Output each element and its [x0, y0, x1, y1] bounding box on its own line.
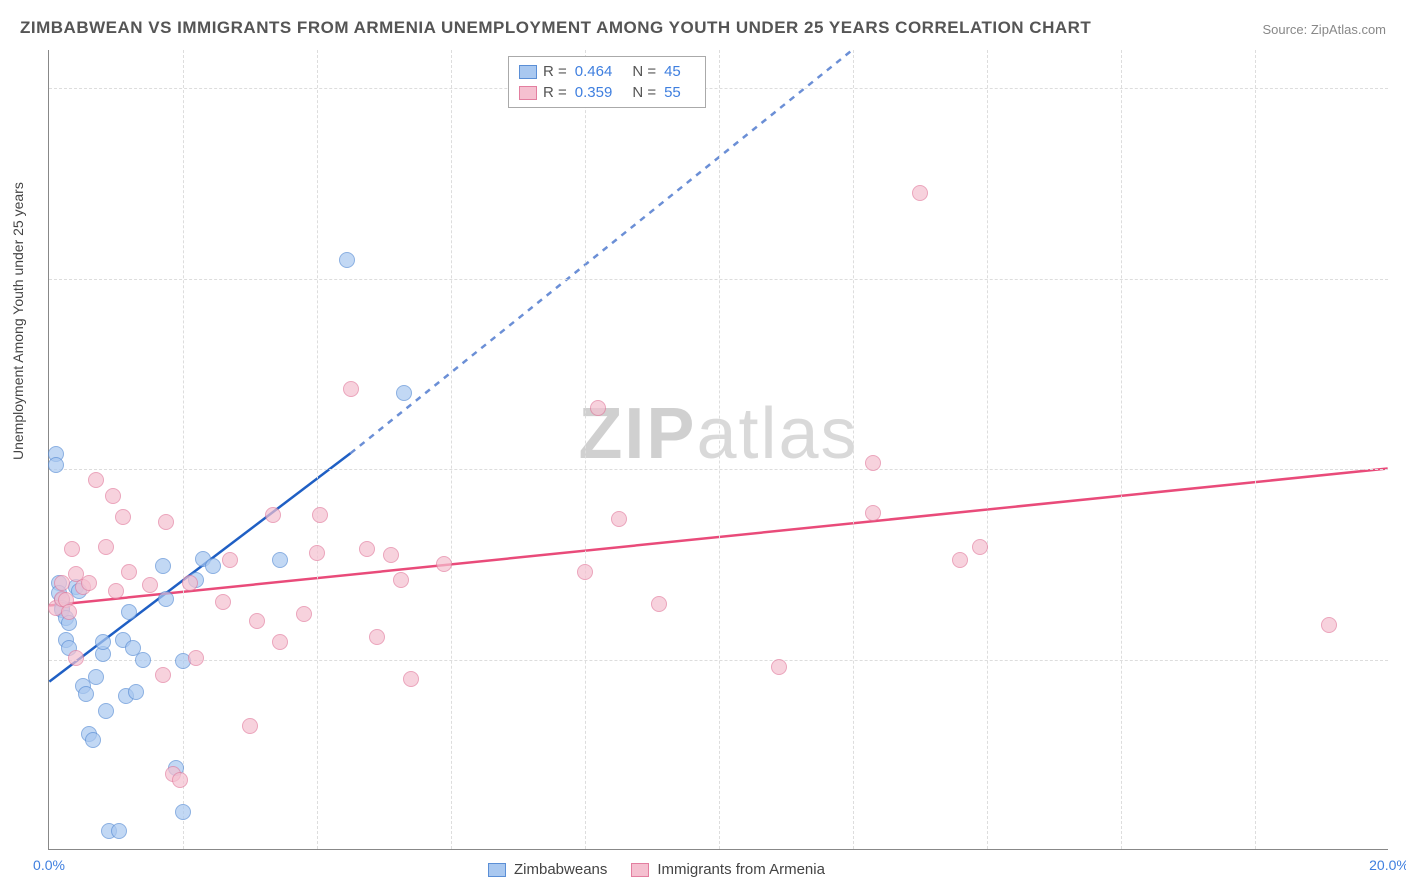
legend-label: Zimbabweans	[514, 861, 607, 878]
data-point	[242, 718, 258, 734]
correlation-legend: R = 0.464 N = 45 R = 0.359 N = 55	[508, 56, 706, 108]
data-point	[215, 594, 231, 610]
data-point	[222, 552, 238, 568]
legend-swatch	[631, 863, 649, 877]
data-point	[611, 511, 627, 527]
gridline-v	[183, 50, 184, 849]
x-tick-label: 0.0%	[33, 857, 65, 873]
data-point	[95, 634, 111, 650]
data-point	[115, 509, 131, 525]
data-point	[105, 488, 121, 504]
data-point	[61, 604, 77, 620]
gridline-v	[1255, 50, 1256, 849]
data-point	[121, 564, 137, 580]
legend-item: Immigrants from Armenia	[631, 861, 825, 878]
r-value: 0.464	[575, 63, 613, 80]
data-point	[205, 558, 221, 574]
data-point	[182, 575, 198, 591]
data-point	[175, 804, 191, 820]
data-point	[78, 686, 94, 702]
data-point	[972, 539, 988, 555]
legend-row: R = 0.464 N = 45	[519, 61, 695, 82]
data-point	[403, 671, 419, 687]
legend-swatch	[519, 65, 537, 79]
gridline-v	[317, 50, 318, 849]
data-point	[98, 703, 114, 719]
gridline-v	[987, 50, 988, 849]
data-point	[393, 572, 409, 588]
data-point	[88, 472, 104, 488]
data-point	[158, 514, 174, 530]
x-tick-label: 20.0%	[1369, 857, 1406, 873]
data-point	[396, 385, 412, 401]
data-point	[1321, 617, 1337, 633]
data-point	[865, 455, 881, 471]
data-point	[952, 552, 968, 568]
legend-item: Zimbabweans	[488, 861, 607, 878]
gridline-v	[719, 50, 720, 849]
legend-label: Immigrants from Armenia	[657, 861, 825, 878]
data-point	[343, 381, 359, 397]
data-point	[265, 507, 281, 523]
data-point	[249, 613, 265, 629]
data-point	[436, 556, 452, 572]
gridline-v	[451, 50, 452, 849]
n-label: N =	[632, 84, 656, 101]
data-point	[172, 772, 188, 788]
data-point	[383, 547, 399, 563]
series-legend: Zimbabweans Immigrants from Armenia	[488, 861, 825, 878]
data-point	[135, 652, 151, 668]
data-point	[48, 457, 64, 473]
n-value: 55	[664, 84, 681, 101]
chart-title: ZIMBABWEAN VS IMMIGRANTS FROM ARMENIA UN…	[20, 18, 1091, 38]
legend-swatch	[488, 863, 506, 877]
data-point	[68, 650, 84, 666]
data-point	[108, 583, 124, 599]
data-point	[64, 541, 80, 557]
r-value: 0.359	[575, 84, 613, 101]
legend-swatch	[519, 86, 537, 100]
data-point	[142, 577, 158, 593]
data-point	[81, 575, 97, 591]
data-point	[577, 564, 593, 580]
data-point	[296, 606, 312, 622]
data-point	[272, 552, 288, 568]
data-point	[155, 667, 171, 683]
data-point	[339, 252, 355, 268]
data-point	[771, 659, 787, 675]
gridline-v	[1121, 50, 1122, 849]
data-point	[272, 634, 288, 650]
data-point	[359, 541, 375, 557]
data-point	[651, 596, 667, 612]
gridline-v	[585, 50, 586, 849]
chart-area: ZIPatlas 10.0%20.0%30.0%40.0%0.0%20.0% R…	[48, 50, 1388, 850]
source-label: Source: ZipAtlas.com	[1262, 22, 1386, 37]
data-point	[188, 650, 204, 666]
r-label: R =	[543, 63, 567, 80]
data-point	[912, 185, 928, 201]
plot-region: ZIPatlas 10.0%20.0%30.0%40.0%0.0%20.0%	[48, 50, 1388, 850]
data-point	[309, 545, 325, 561]
n-label: N =	[632, 63, 656, 80]
data-point	[98, 539, 114, 555]
data-point	[369, 629, 385, 645]
gridline-v	[853, 50, 854, 849]
y-axis-label: Unemployment Among Youth under 25 years	[10, 182, 26, 460]
data-point	[158, 591, 174, 607]
data-point	[88, 669, 104, 685]
data-point	[312, 507, 328, 523]
data-point	[590, 400, 606, 416]
data-point	[85, 732, 101, 748]
data-point	[865, 505, 881, 521]
data-point	[128, 684, 144, 700]
data-point	[121, 604, 137, 620]
n-value: 45	[664, 63, 681, 80]
legend-row: R = 0.359 N = 55	[519, 82, 695, 103]
data-point	[111, 823, 127, 839]
data-point	[155, 558, 171, 574]
r-label: R =	[543, 84, 567, 101]
